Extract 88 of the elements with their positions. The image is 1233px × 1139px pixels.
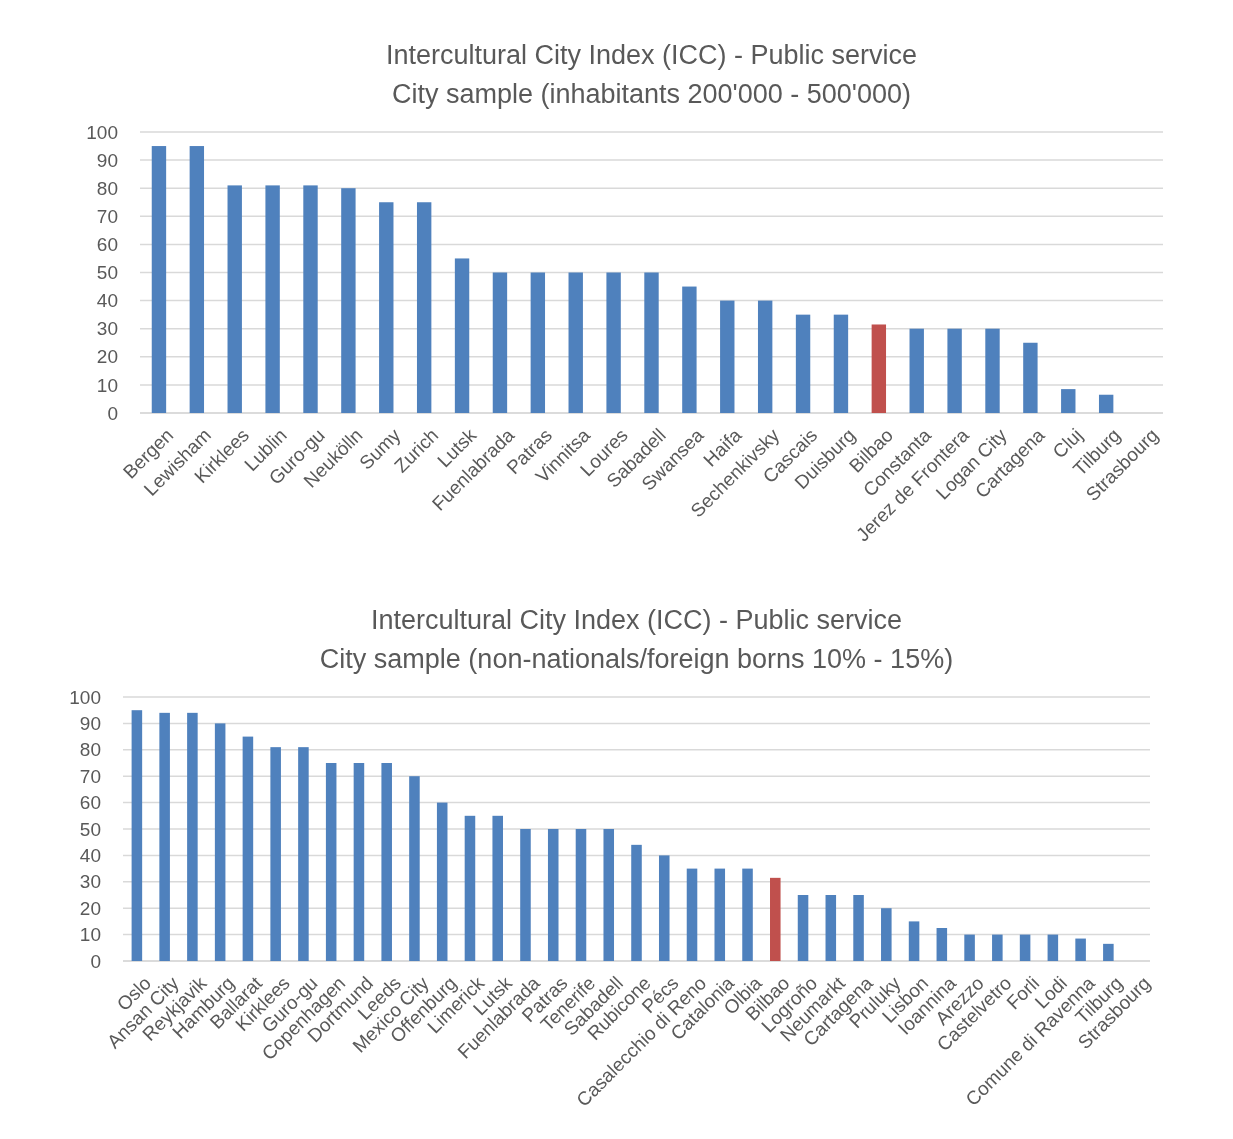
y-tick-label: 30 — [96, 318, 118, 340]
bar — [686, 868, 698, 961]
bar — [1098, 394, 1114, 413]
bar — [757, 300, 773, 413]
bar — [409, 776, 420, 961]
bar — [742, 868, 753, 961]
bar — [947, 328, 962, 413]
bar — [547, 829, 559, 961]
bar — [825, 895, 837, 961]
y-tick-label: 70 — [96, 205, 118, 227]
bar — [909, 328, 924, 413]
bar — [492, 815, 503, 961]
y-tick-label: 20 — [96, 346, 118, 368]
y-tick-label: 60 — [96, 234, 118, 256]
bar — [770, 877, 781, 961]
bar — [341, 188, 356, 413]
bar — [298, 747, 309, 961]
y-tick-label: 30 — [79, 871, 101, 893]
bar — [492, 272, 508, 413]
bar — [303, 185, 318, 413]
y-tick-label: 40 — [79, 845, 101, 867]
chart-title: Intercultural City Index (ICC) - Public service — [370, 605, 903, 635]
bar — [520, 829, 531, 961]
bar — [416, 202, 432, 413]
y-tick-label: 0 — [90, 950, 101, 972]
bar — [131, 710, 143, 961]
bar — [454, 258, 470, 413]
y-tick-label: 60 — [79, 792, 101, 814]
y-tick-label: 0 — [107, 402, 118, 424]
bar — [242, 736, 254, 961]
y-tick-label: 40 — [96, 290, 118, 312]
bar — [265, 185, 280, 413]
bar — [720, 300, 735, 413]
y-tick-label: 100 — [86, 121, 118, 143]
bar — [151, 146, 167, 413]
bar — [381, 763, 392, 961]
bar — [964, 934, 975, 961]
bar — [270, 747, 281, 961]
bar — [464, 815, 476, 961]
bar — [214, 723, 226, 961]
y-tick-label: 90 — [96, 149, 118, 171]
bar — [606, 272, 621, 413]
bar — [985, 328, 1000, 413]
y-tick-label: 90 — [79, 713, 101, 735]
bar — [658, 855, 670, 961]
bar — [189, 146, 205, 413]
bar — [1103, 943, 1114, 961]
bar — [714, 868, 726, 961]
bar — [325, 763, 337, 961]
y-tick-label: 70 — [79, 765, 101, 787]
bar — [908, 921, 920, 961]
chart-subtitle: City sample (non-nationals/foreign borns 10% - 15%) — [319, 644, 954, 674]
chart-title: Intercultural City Index (ICC) - Public service — [385, 40, 918, 70]
bar — [227, 185, 242, 413]
y-tick-label: 80 — [96, 177, 118, 199]
bar — [881, 908, 892, 961]
bar — [631, 844, 642, 961]
bar — [353, 763, 365, 961]
chart-subtitle: City sample (inhabitants 200'000 - 500'000) — [391, 79, 912, 109]
bar — [853, 895, 864, 961]
bar — [1075, 938, 1086, 961]
bar — [797, 895, 809, 961]
bar — [1019, 934, 1031, 961]
y-tick-label: 50 — [96, 262, 118, 284]
bar — [436, 802, 448, 961]
y-tick-label: 100 — [69, 686, 101, 708]
bar — [833, 314, 849, 413]
bar — [795, 314, 811, 413]
bar — [871, 324, 887, 413]
bar — [644, 272, 659, 413]
bar — [575, 829, 587, 961]
y-tick-label: 80 — [79, 739, 101, 761]
bar — [379, 202, 394, 413]
bar — [936, 928, 948, 961]
bar — [568, 272, 583, 413]
y-tick-label: 50 — [79, 818, 101, 840]
y-tick-label: 10 — [96, 374, 118, 396]
bar — [1023, 342, 1038, 413]
bar — [1047, 934, 1059, 961]
bar — [682, 286, 697, 413]
y-tick-label: 20 — [79, 897, 101, 919]
bar — [159, 712, 170, 961]
bar — [603, 829, 615, 961]
bar — [187, 712, 198, 961]
bar — [992, 934, 1003, 961]
bar — [1061, 389, 1076, 413]
y-tick-label: 10 — [79, 924, 101, 946]
bar — [530, 272, 546, 413]
